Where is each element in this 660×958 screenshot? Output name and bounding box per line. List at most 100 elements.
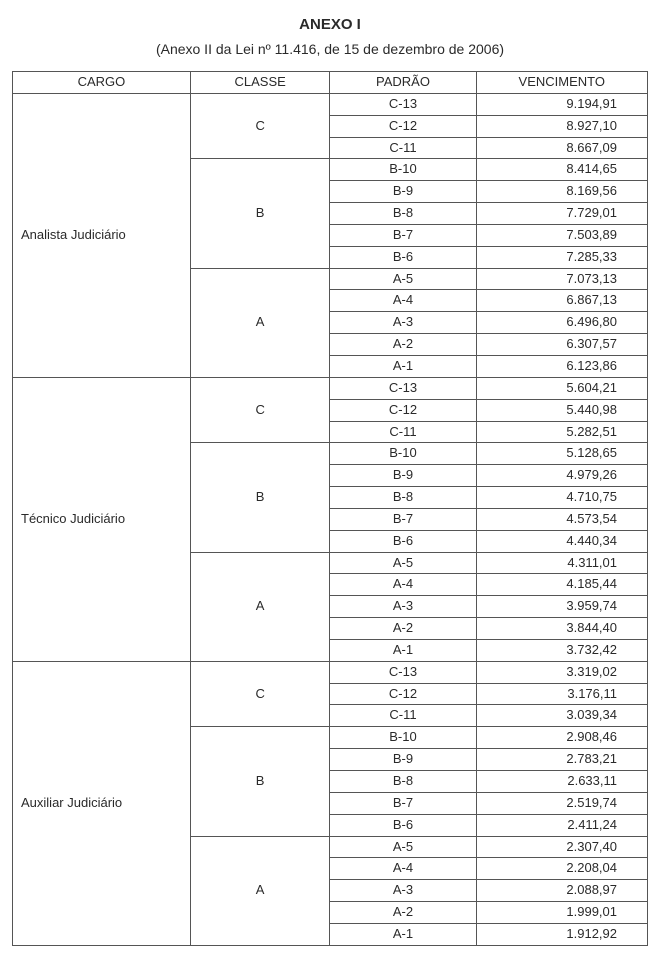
padrao-cell: C-12 [330, 115, 476, 137]
classe-cell: B [190, 727, 330, 836]
cargo-cell: Auxiliar Judiciário [13, 661, 191, 945]
padrao-cell: C-13 [330, 661, 476, 683]
salary-table: CARGO CLASSE PADRÃO VENCIMENTO Analista … [12, 71, 648, 946]
col-header-cargo: CARGO [13, 72, 191, 94]
vencimento-cell: 6.307,57 [476, 334, 647, 356]
vencimento-cell: 6.867,13 [476, 290, 647, 312]
vencimento-cell: 7.729,01 [476, 203, 647, 225]
padrao-cell: B-6 [330, 530, 476, 552]
vencimento-cell: 6.123,86 [476, 355, 647, 377]
cargo-cell: Analista Judiciário [13, 93, 191, 377]
vencimento-cell: 2.411,24 [476, 814, 647, 836]
classe-cell: A [190, 552, 330, 661]
padrao-cell: B-10 [330, 159, 476, 181]
classe-cell: A [190, 836, 330, 945]
annex-title: ANEXO I [12, 16, 648, 33]
padrao-cell: B-10 [330, 727, 476, 749]
vencimento-cell: 4.311,01 [476, 552, 647, 574]
vencimento-cell: 3.732,42 [476, 639, 647, 661]
padrao-cell: C-13 [330, 377, 476, 399]
col-header-padrao: PADRÃO [330, 72, 476, 94]
padrao-cell: B-8 [330, 771, 476, 793]
vencimento-cell: 2.307,40 [476, 836, 647, 858]
vencimento-cell: 8.667,09 [476, 137, 647, 159]
vencimento-cell: 1.999,01 [476, 902, 647, 924]
classe-cell: C [190, 661, 330, 727]
padrao-cell: A-2 [330, 902, 476, 924]
vencimento-cell: 8.169,56 [476, 181, 647, 203]
padrao-cell: B-7 [330, 508, 476, 530]
padrao-cell: B-7 [330, 224, 476, 246]
classe-cell: B [190, 443, 330, 552]
padrao-cell: C-11 [330, 421, 476, 443]
vencimento-cell: 2.633,11 [476, 771, 647, 793]
vencimento-cell: 3.039,34 [476, 705, 647, 727]
padrao-cell: A-2 [330, 618, 476, 640]
padrao-cell: B-8 [330, 203, 476, 225]
padrao-cell: A-1 [330, 639, 476, 661]
padrao-cell: B-6 [330, 246, 476, 268]
padrao-cell: C-12 [330, 683, 476, 705]
table-row: Auxiliar JudiciárioCC-133.319,02 [13, 661, 648, 683]
padrao-cell: A-5 [330, 836, 476, 858]
vencimento-cell: 8.927,10 [476, 115, 647, 137]
vencimento-cell: 9.194,91 [476, 93, 647, 115]
padrao-cell: A-3 [330, 596, 476, 618]
padrao-cell: B-9 [330, 181, 476, 203]
vencimento-cell: 2.783,21 [476, 749, 647, 771]
padrao-cell: C-12 [330, 399, 476, 421]
table-row: Técnico JudiciárioCC-135.604,21 [13, 377, 648, 399]
vencimento-cell: 4.185,44 [476, 574, 647, 596]
cargo-cell: Técnico Judiciário [13, 377, 191, 661]
padrao-cell: A-5 [330, 268, 476, 290]
padrao-cell: A-4 [330, 858, 476, 880]
padrao-cell: B-9 [330, 465, 476, 487]
vencimento-cell: 3.319,02 [476, 661, 647, 683]
vencimento-cell: 2.908,46 [476, 727, 647, 749]
table-row: Analista JudiciárioCC-139.194,91 [13, 93, 648, 115]
header-row: CARGO CLASSE PADRÃO VENCIMENTO [13, 72, 648, 94]
padrao-cell: A-2 [330, 334, 476, 356]
padrao-cell: A-3 [330, 312, 476, 334]
padrao-cell: C-11 [330, 137, 476, 159]
padrao-cell: B-9 [330, 749, 476, 771]
vencimento-cell: 3.844,40 [476, 618, 647, 640]
classe-cell: B [190, 159, 330, 268]
padrao-cell: A-1 [330, 923, 476, 945]
vencimento-cell: 7.285,33 [476, 246, 647, 268]
vencimento-cell: 6.496,80 [476, 312, 647, 334]
vencimento-cell: 4.440,34 [476, 530, 647, 552]
padrao-cell: B-6 [330, 814, 476, 836]
vencimento-cell: 7.503,89 [476, 224, 647, 246]
vencimento-cell: 5.604,21 [476, 377, 647, 399]
classe-cell: C [190, 93, 330, 159]
padrao-cell: A-5 [330, 552, 476, 574]
padrao-cell: A-3 [330, 880, 476, 902]
padrao-cell: C-13 [330, 93, 476, 115]
classe-cell: C [190, 377, 330, 443]
col-header-classe: CLASSE [190, 72, 330, 94]
padrao-cell: A-4 [330, 290, 476, 312]
vencimento-cell: 7.073,13 [476, 268, 647, 290]
classe-cell: A [190, 268, 330, 377]
vencimento-cell: 3.176,11 [476, 683, 647, 705]
padrao-cell: B-8 [330, 487, 476, 509]
annex-subtitle: (Anexo II da Lei nº 11.416, de 15 de dez… [12, 41, 648, 57]
padrao-cell: C-11 [330, 705, 476, 727]
vencimento-cell: 8.414,65 [476, 159, 647, 181]
vencimento-cell: 4.710,75 [476, 487, 647, 509]
vencimento-cell: 4.979,26 [476, 465, 647, 487]
vencimento-cell: 2.088,97 [476, 880, 647, 902]
padrao-cell: B-10 [330, 443, 476, 465]
vencimento-cell: 3.959,74 [476, 596, 647, 618]
vencimento-cell: 5.128,65 [476, 443, 647, 465]
padrao-cell: A-1 [330, 355, 476, 377]
vencimento-cell: 2.208,04 [476, 858, 647, 880]
vencimento-cell: 5.440,98 [476, 399, 647, 421]
vencimento-cell: 1.912,92 [476, 923, 647, 945]
vencimento-cell: 2.519,74 [476, 792, 647, 814]
padrao-cell: A-4 [330, 574, 476, 596]
vencimento-cell: 5.282,51 [476, 421, 647, 443]
vencimento-cell: 4.573,54 [476, 508, 647, 530]
padrao-cell: B-7 [330, 792, 476, 814]
